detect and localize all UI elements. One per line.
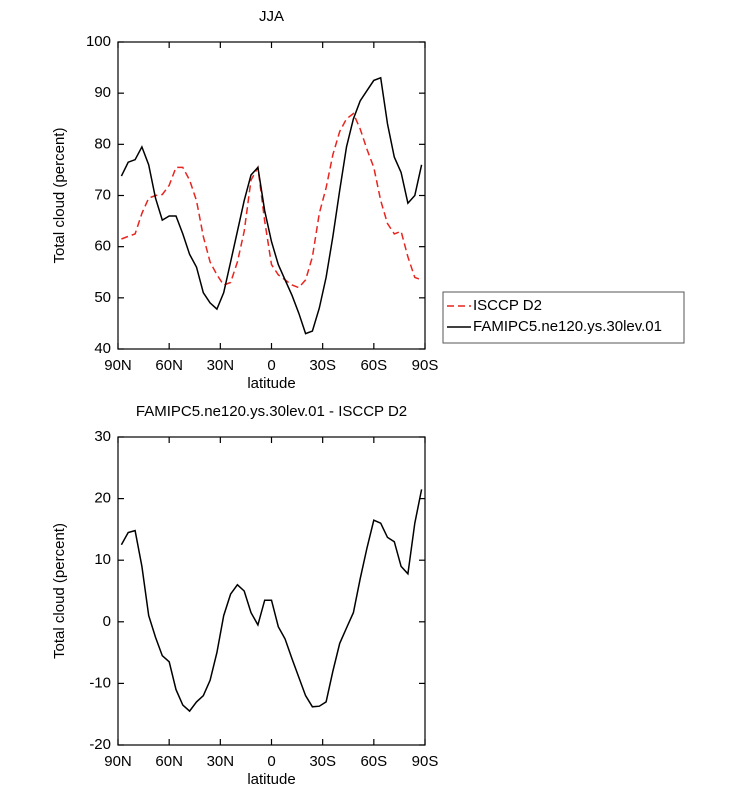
x-tick-label: 60N [155, 753, 183, 770]
x-axis-label: latitude [247, 771, 295, 788]
y-axis-label: Total cloud (percent) [51, 523, 68, 659]
data-line [121, 112, 422, 289]
y-tick-label: 50 [94, 289, 111, 306]
x-tick-label: 90S [412, 357, 439, 374]
x-tick-label: 30S [309, 357, 336, 374]
chart-title: JJA [259, 8, 284, 25]
y-tick-label: 30 [94, 428, 111, 445]
x-tick-label: 0 [267, 753, 275, 770]
y-tick-label: 10 [94, 551, 111, 568]
plot-frame [117, 436, 426, 746]
x-tick-label: 30S [309, 753, 336, 770]
data-line [120, 76, 423, 335]
x-tick-label: 90S [412, 753, 439, 770]
legend-label: ISCCP D2 [473, 297, 542, 314]
x-tick-label: 30N [207, 753, 235, 770]
y-tick-label: 20 [94, 490, 111, 507]
x-tick-label: 0 [267, 357, 275, 374]
x-tick-label: 60S [360, 753, 387, 770]
y-tick-label: 60 [94, 238, 111, 255]
x-axis-label: latitude [247, 375, 295, 392]
legend-label: FAMIPC5.ne120.ys.30lev.01 [473, 318, 662, 335]
y-tick-label: 90 [94, 84, 111, 101]
y-tick-label: 0 [103, 613, 111, 630]
x-tick-label: 60S [360, 357, 387, 374]
y-tick-label: 100 [86, 33, 111, 50]
x-tick-label: 90N [104, 357, 132, 374]
legend-box [442, 291, 685, 344]
y-tick-label: -20 [89, 736, 111, 753]
y-tick-label: 80 [94, 135, 111, 152]
x-tick-label: 60N [155, 357, 183, 374]
y-tick-label: 40 [94, 340, 111, 357]
y-tick-label: 70 [94, 186, 111, 203]
data-line [120, 489, 423, 713]
x-tick-label: 90N [104, 753, 132, 770]
y-axis-label: Total cloud (percent) [51, 128, 68, 264]
x-tick-label: 30N [207, 357, 235, 374]
y-tick-label: -10 [89, 674, 111, 691]
chart-title: FAMIPC5.ne120.ys.30lev.01 - ISCCP D2 [136, 403, 407, 420]
